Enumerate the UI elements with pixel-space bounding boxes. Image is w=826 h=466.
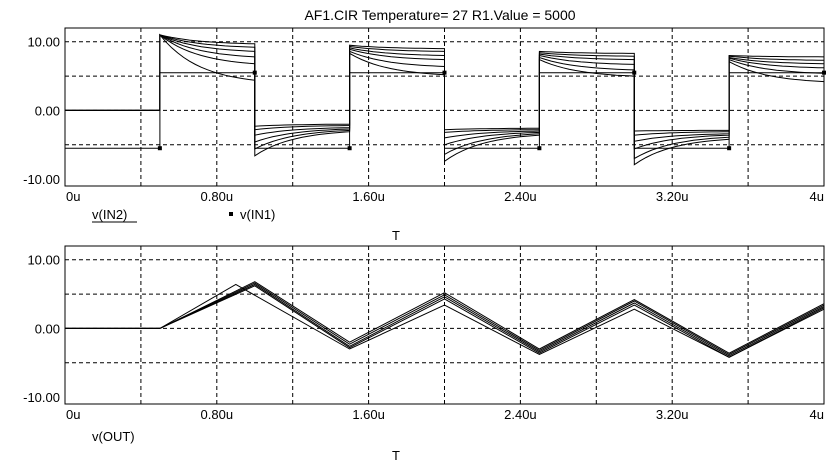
top-traces bbox=[65, 33, 826, 166]
y-tick-label: -10.00 bbox=[23, 390, 60, 405]
y-tick-label: 0.00 bbox=[35, 321, 60, 336]
trace-v-in2 bbox=[65, 33, 825, 160]
x-tick-label: 0u bbox=[66, 407, 80, 422]
marker-v-in1 bbox=[822, 70, 826, 75]
bottom-plot-panel: -10.00 0.00 10.00 0u 0.80u 1.60u 2.40u 3.20u 4u… bbox=[23, 245, 825, 463]
x-tick-label: 4u bbox=[810, 407, 824, 422]
x-tick-label: 1.60u bbox=[352, 407, 385, 422]
trace-v-in2 bbox=[65, 34, 825, 150]
x-tick-label: 0.80u bbox=[201, 407, 234, 422]
top-y-tick-labels: -10.00 0.00 10.00 bbox=[23, 35, 60, 187]
marker-v-in1 bbox=[727, 146, 732, 151]
legend-v-in1: v(IN1) bbox=[240, 207, 275, 222]
trace-v-in2 bbox=[65, 33, 825, 166]
legend-v-out: v(OUT) bbox=[92, 429, 135, 444]
x-tick-label: 1.60u bbox=[352, 189, 385, 204]
trace-v-in2 bbox=[65, 34, 825, 142]
y-tick-label: 10.00 bbox=[27, 35, 60, 50]
bottom-grid bbox=[65, 246, 824, 404]
y-tick-label: 0.00 bbox=[35, 103, 60, 118]
marker-v-in1 bbox=[537, 146, 542, 151]
bottom-y-tick-labels: -10.00 0.00 10.00 bbox=[23, 253, 60, 405]
x-tick-label: 0.80u bbox=[201, 189, 234, 204]
x-tick-label: 2.40u bbox=[504, 189, 537, 204]
bottom-x-tick-labels: 0u 0.80u 1.60u 2.40u 3.20u 4u bbox=[66, 407, 824, 422]
x-tick-label: 0u bbox=[66, 189, 80, 204]
x-tick-label: 3.20u bbox=[656, 407, 689, 422]
legend-v-in2: v(IN2) bbox=[92, 207, 127, 222]
y-tick-label: 10.00 bbox=[27, 253, 60, 268]
bottom-x-axis-label: T bbox=[392, 448, 400, 463]
top-grid bbox=[65, 28, 824, 186]
y-tick-label: -10.00 bbox=[23, 172, 60, 187]
trace-v-in2 bbox=[65, 34, 825, 136]
x-tick-label: 3.20u bbox=[656, 189, 689, 204]
chart-title: AF1.CIR Temperature= 27 R1.Value = 5000 bbox=[304, 7, 575, 23]
marker-v-in1 bbox=[347, 146, 352, 151]
x-tick-label: 4u bbox=[810, 189, 824, 204]
legend-v-in1-marker bbox=[229, 212, 233, 216]
marker-v-in1 bbox=[157, 146, 162, 151]
top-plot-panel: -10.00 0.00 10.00 0u 0.80u 1.60u 2.40u 3.20u 4u… bbox=[23, 27, 826, 243]
x-tick-label: 2.40u bbox=[504, 407, 537, 422]
trace-v-out bbox=[65, 285, 825, 358]
top-x-axis-label: T bbox=[392, 228, 400, 243]
bottom-traces bbox=[65, 281, 825, 358]
trace-v-in2 bbox=[65, 34, 825, 132]
trace-v-out bbox=[65, 283, 825, 358]
top-x-tick-labels: 0u 0.80u 1.60u 2.40u 3.20u 4u bbox=[66, 189, 824, 204]
